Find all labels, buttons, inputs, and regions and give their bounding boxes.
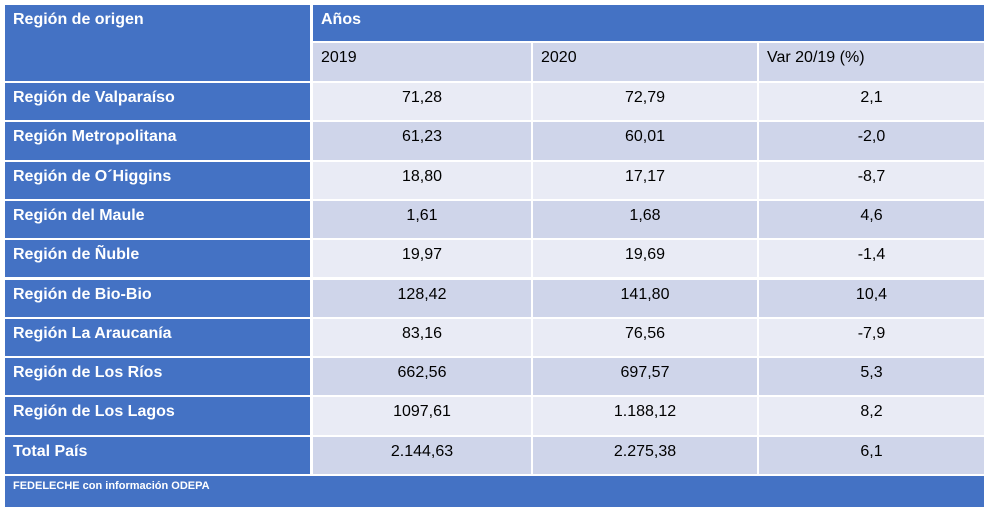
row-label: Región de Los Lagos	[5, 397, 310, 435]
cell: 5,3	[759, 358, 984, 396]
row-label: Total País	[5, 436, 310, 474]
row-label: Región de Valparaíso	[5, 83, 310, 121]
footer: FEDELECHE con información ODEPA	[5, 476, 984, 507]
cell: 83,16	[313, 318, 531, 357]
cell: 72,79	[533, 83, 757, 121]
column-header: Var 20/19 (%)	[759, 43, 984, 81]
row-label: Región de Bio-Bio	[5, 279, 310, 317]
cell: -7,9	[759, 318, 984, 357]
cell: 4,6	[759, 200, 984, 239]
cell: 18,80	[313, 161, 531, 199]
cell: -8,7	[759, 161, 984, 199]
header-title: Región de origen	[5, 5, 310, 81]
cell: 6,1	[759, 436, 984, 474]
row-label: Región de Ñuble	[5, 240, 310, 278]
cell: 61,23	[313, 122, 531, 160]
row-label: Región Metropolitana	[5, 122, 310, 160]
cell: 10,4	[759, 279, 984, 317]
cell: 17,17	[533, 161, 757, 199]
cell: -2,0	[759, 122, 984, 160]
cell: 8,2	[759, 397, 984, 435]
cell: 662,56	[313, 358, 531, 396]
cell: -1,4	[759, 240, 984, 278]
row-label: Región del Maule	[5, 200, 310, 239]
cell: 1,68	[533, 200, 757, 239]
cell: 19,69	[533, 240, 757, 278]
cell: 1097,61	[313, 397, 531, 435]
cell: 60,01	[533, 122, 757, 160]
cell: 141,80	[533, 279, 757, 317]
cell: 2.144,63	[313, 436, 531, 474]
row-label: Región La Araucanía	[5, 318, 310, 357]
cell: 71,28	[313, 83, 531, 121]
cell: 2,1	[759, 83, 984, 121]
row-label: Región de Los Ríos	[5, 358, 310, 396]
cell: 697,57	[533, 358, 757, 396]
row-label: Región de O´Higgins	[5, 161, 310, 199]
column-header: 2019	[313, 43, 531, 81]
cell: 1.188,12	[533, 397, 757, 435]
cell: 128,42	[313, 279, 531, 317]
cell: 1,61	[313, 200, 531, 239]
cell: 2.275,38	[533, 436, 757, 474]
cell: 19,97	[313, 240, 531, 278]
cell: 76,56	[533, 318, 757, 357]
header-group: Años	[313, 5, 984, 41]
column-header: 2020	[533, 43, 757, 81]
